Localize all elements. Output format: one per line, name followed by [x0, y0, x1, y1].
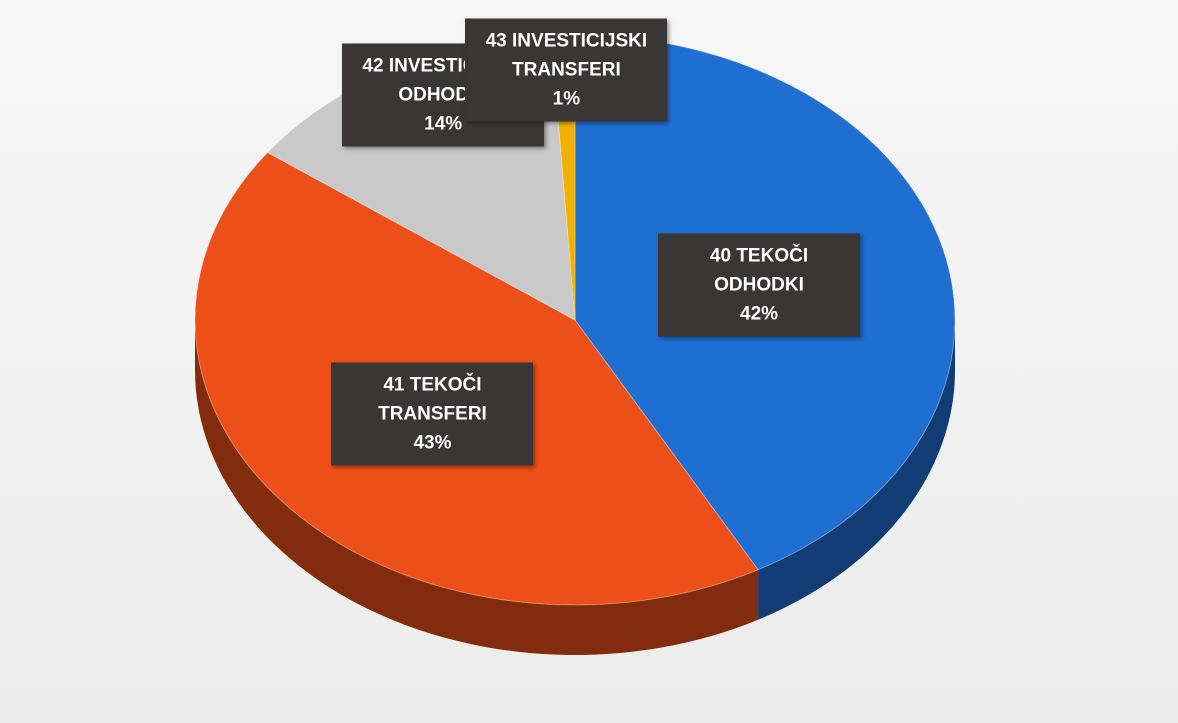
data-label: 43 INVESTICIJSKI TRANSFERI 1% — [465, 18, 668, 122]
data-label: 40 TEKOČI ODHODKI 42% — [658, 233, 861, 337]
category-label: 40 TEKOČI ODHODKI — [709, 245, 809, 296]
category-label: 43 INVESTICIJSKI TRANSFERI — [485, 30, 648, 81]
slice-side — [195, 320, 759, 655]
value-label: 14% — [424, 113, 463, 135]
value-label: 1% — [552, 88, 581, 110]
slice-side — [758, 320, 955, 620]
category-label: 41 TEKOČI TRANSFERI — [378, 374, 487, 425]
value-label: 43% — [413, 432, 452, 454]
data-label: 41 TEKOČI TRANSFERI 43% — [331, 362, 534, 466]
value-label: 42% — [740, 303, 779, 325]
